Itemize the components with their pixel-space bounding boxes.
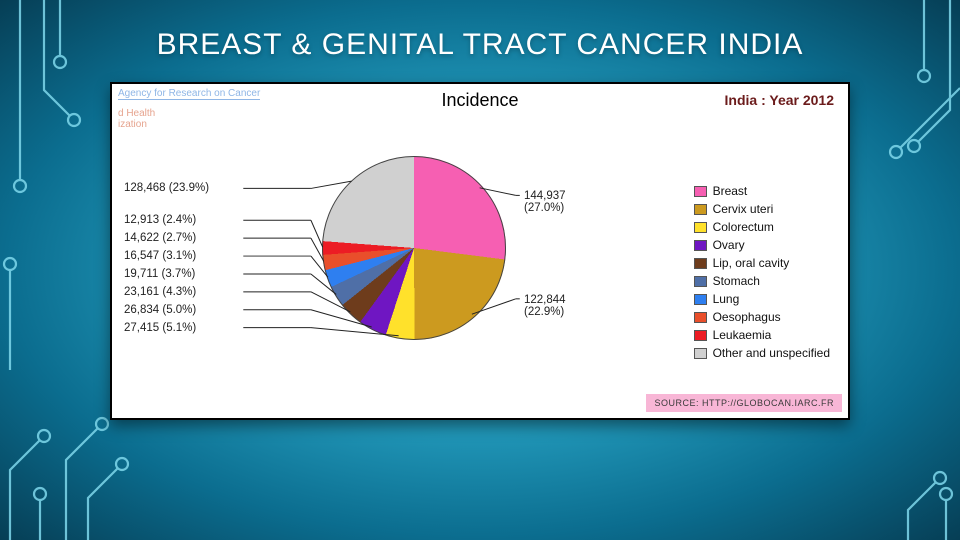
legend-swatch <box>694 186 707 197</box>
legend-swatch <box>694 276 707 287</box>
legend-item: Other and unspecified <box>694 344 830 362</box>
chart-card: Agency for Research on Cancer d Health i… <box>110 82 850 420</box>
pie-label: 12,913 (2.4%) <box>124 212 209 230</box>
legend-label: Cervix uteri <box>713 202 774 216</box>
pie-label: 122,844 (22.9%) <box>524 294 566 318</box>
legend-label: Stomach <box>713 274 760 288</box>
legend-label: Other and unspecified <box>713 346 830 360</box>
legend-item: Ovary <box>694 236 830 254</box>
legend-label: Leukaemia <box>713 328 772 342</box>
legend-label: Lip, oral cavity <box>713 256 790 270</box>
legend-item: Cervix uteri <box>694 200 830 218</box>
legend-swatch <box>694 258 707 269</box>
legend-item: Oesophagus <box>694 308 830 326</box>
legend-swatch <box>694 312 707 323</box>
legend-swatch <box>694 204 707 215</box>
pie-label: 27,415 (5.1%) <box>124 320 209 338</box>
pie-label: 128,468 (23.9%) <box>124 180 209 198</box>
legend-swatch <box>694 240 707 251</box>
legend-item: Lip, oral cavity <box>694 254 830 272</box>
pie-label: 14,622 (2.7%) <box>124 230 209 248</box>
legend-item: Lung <box>694 290 830 308</box>
legend-swatch <box>694 348 707 359</box>
pie-label: 26,834 (5.0%) <box>124 302 209 320</box>
legend-swatch <box>694 222 707 233</box>
pie-label: 16,547 (3.1%) <box>124 248 209 266</box>
source-bar: SOURCE: HTTP://GLOBOCAN.IARC.FR <box>646 394 842 412</box>
pie-label: 144,937 (27.0%) <box>524 190 566 214</box>
legend-label: Ovary <box>713 238 745 252</box>
pie-label: 19,711 (3.7%) <box>124 266 209 284</box>
legend-swatch <box>694 294 707 305</box>
left-labels: 128,468 (23.9%) 12,913 (2.4%)14,622 (2.7%… <box>124 180 209 338</box>
legend-swatch <box>694 330 707 341</box>
slide-title: BREAST & GENITAL TRACT CANCER INDIA <box>0 28 960 62</box>
legend-label: Lung <box>713 292 740 306</box>
legend-label: Oesophagus <box>713 310 781 324</box>
legend-item: Breast <box>694 182 830 200</box>
legend-label: Colorectum <box>713 220 774 234</box>
legend-label: Breast <box>713 184 748 198</box>
pie-label: 23,161 (4.3%) <box>124 284 209 302</box>
legend-item: Colorectum <box>694 218 830 236</box>
legend-item: Stomach <box>694 272 830 290</box>
legend-item: Leukaemia <box>694 326 830 344</box>
legend: Breast Cervix uteri Colorectum Ovary Lip, or… <box>694 182 830 362</box>
